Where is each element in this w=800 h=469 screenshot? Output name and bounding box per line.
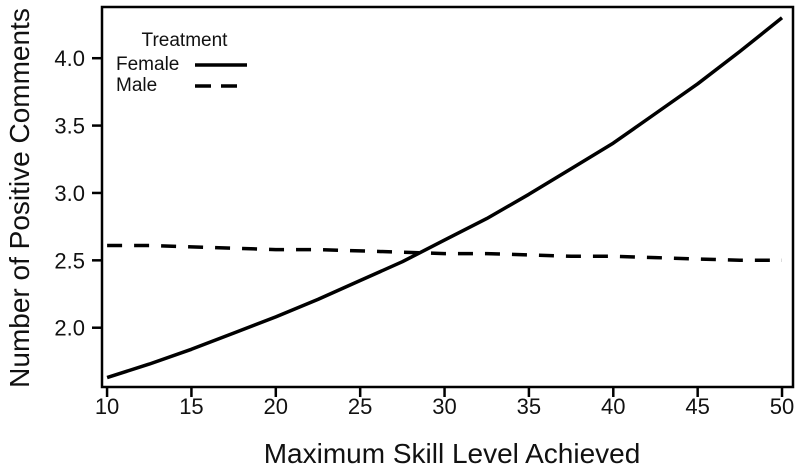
- legend: Treatment Female Male: [112, 30, 257, 96]
- x-tick-label: 20: [264, 394, 288, 419]
- y-tick-label: 4.0: [54, 46, 85, 71]
- x-tick-label: 10: [95, 394, 119, 419]
- legend-entries: Female Male: [112, 54, 257, 96]
- x-axis-title: Maximum Skill Level Achieved: [263, 438, 641, 469]
- x-tick-label: 25: [348, 394, 372, 419]
- y-tick-label: 2.5: [54, 248, 85, 273]
- y-tick-label: 3.0: [54, 181, 85, 206]
- series-line-female: [106, 16, 784, 380]
- x-tick-label: 35: [517, 394, 541, 419]
- x-tick-label: 45: [685, 394, 709, 419]
- dashed-line-sample-icon: [195, 83, 237, 88]
- legend-entry-female: Female: [112, 54, 257, 75]
- x-tick-label: 40: [601, 394, 625, 419]
- x-tick-label: 30: [432, 394, 456, 419]
- series-line-male: [107, 243, 782, 263]
- legend-entry-male: Male: [112, 75, 257, 96]
- y-tick-label: 3.5: [54, 114, 85, 139]
- x-tick-label: 50: [770, 394, 794, 419]
- solid-line-sample-icon: [195, 62, 247, 67]
- y-tick-label: 2.0: [54, 316, 85, 341]
- y-axis-title: Number of Positive Comments: [4, 8, 35, 388]
- x-tick-label: 15: [179, 394, 203, 419]
- legend-title: Treatment: [141, 30, 228, 51]
- plot-box: [100, 5, 795, 389]
- legend-entry-label: Male: [116, 74, 158, 96]
- legend-entry-label: Female: [116, 53, 180, 75]
